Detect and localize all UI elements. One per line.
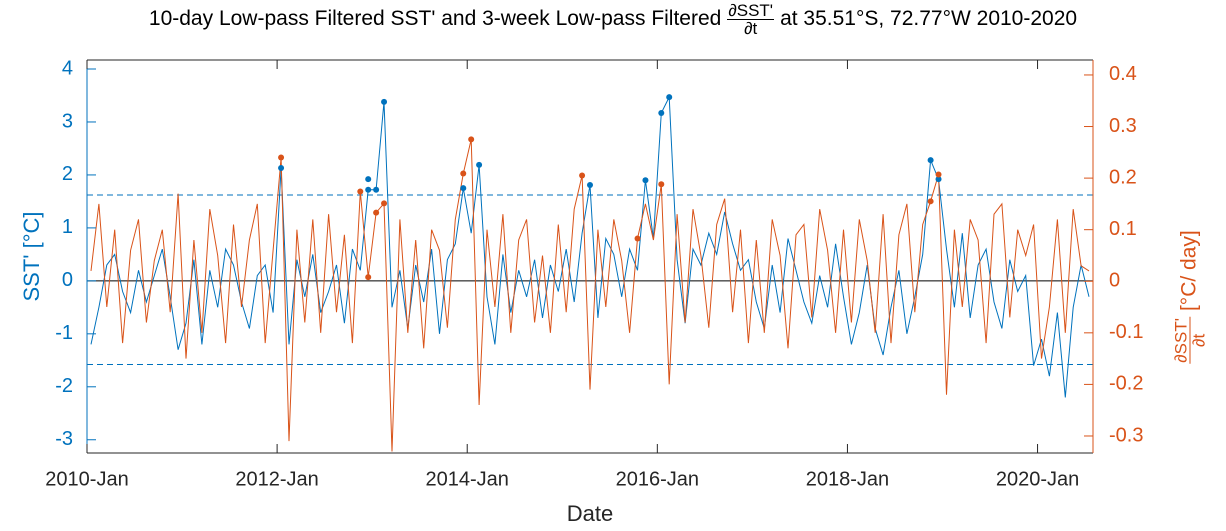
y2-tick-label: 0.1	[1109, 218, 1137, 240]
x-tick-label: 2010-Jan	[45, 468, 128, 490]
peak-marker	[381, 98, 388, 105]
y-tick-label: 2	[62, 163, 73, 185]
y-tick-label: -1	[55, 322, 73, 344]
y-tick-label: -2	[55, 375, 73, 397]
x-tick-label: 2014-Jan	[426, 468, 509, 490]
peak-marker	[381, 200, 388, 207]
y2-tick-label: 0.2	[1109, 166, 1137, 188]
title-denominator: ∂t	[744, 19, 758, 38]
peak-marker	[935, 176, 942, 183]
peak-marker	[666, 94, 673, 101]
y-tick-label: 4	[62, 57, 73, 79]
peak-marker	[634, 235, 641, 242]
x-tick-label: 2012-Jan	[235, 468, 318, 490]
y2-tick-label: -0.1	[1109, 321, 1143, 343]
peak-marker	[357, 188, 364, 195]
y2-label-text: [°C/ day]	[1177, 230, 1201, 312]
peak-marker	[468, 136, 475, 143]
peak-marker	[579, 172, 586, 179]
y2-tick-label: 0.3	[1109, 115, 1137, 137]
peak-marker	[373, 186, 380, 193]
peak-marker	[476, 161, 483, 168]
title-text: 10-day Low-pass Filtered SST' and 3-week…	[148, 7, 722, 31]
y2-tick-label: 0.4	[1109, 63, 1137, 85]
peak-marker	[935, 171, 942, 178]
series-line	[90, 139, 1090, 452]
y2-denominator: ∂t	[1189, 333, 1209, 347]
title-fraction: ∂SST' ∂t	[727, 1, 775, 38]
y2-fraction: ∂SST' ∂t	[1171, 317, 1209, 364]
peak-marker	[460, 170, 467, 177]
x-tick-label: 2016-Jan	[616, 468, 699, 490]
y2-tick-label: -0.2	[1109, 373, 1143, 395]
peak-marker	[373, 209, 380, 216]
chart-title: 10-day Low-pass Filtered SST' and 3-week…	[0, 2, 1226, 37]
peak-marker	[278, 154, 285, 161]
peak-marker	[587, 181, 593, 188]
y-tick-label: 1	[62, 216, 73, 238]
series-line	[90, 95, 1090, 398]
y2-tick-label: 0	[1109, 270, 1120, 292]
peak-marker	[642, 177, 649, 184]
peak-marker	[365, 186, 372, 193]
peak-marker	[278, 165, 285, 172]
peak-marker	[927, 157, 934, 164]
peak-marker	[460, 185, 467, 192]
title-numerator: ∂SST'	[727, 1, 775, 20]
x-axis-label: Date	[567, 501, 613, 526]
y2-axis-label: ∂SST' ∂t [°C/ day]	[1171, 230, 1209, 369]
peak-marker	[658, 109, 665, 116]
x-tick-label: 2018-Jan	[806, 468, 889, 490]
peak-marker	[658, 181, 665, 188]
peak-marker	[365, 176, 372, 183]
y-axis-label: SST' [°C]	[19, 211, 44, 301]
y-tick-label: 0	[62, 269, 73, 291]
y2-numerator: ∂SST'	[1171, 317, 1191, 364]
y2-tick-label: -0.3	[1109, 424, 1143, 446]
title-text: at 35.51°S, 72.77°W 2010-2020	[780, 7, 1078, 31]
x-tick-label: 2020-Jan	[996, 468, 1079, 490]
y-tick-label: 3	[62, 110, 73, 132]
y-tick-label: -3	[55, 428, 73, 450]
peak-marker	[927, 198, 934, 205]
peak-marker	[365, 274, 372, 281]
